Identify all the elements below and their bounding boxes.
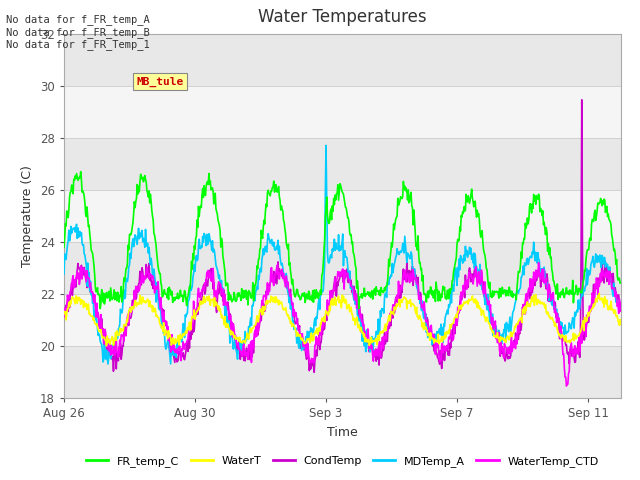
Bar <box>64 138 621 190</box>
Text: MB_tule: MB_tule <box>136 77 184 87</box>
X-axis label: Time: Time <box>327 426 358 439</box>
Bar <box>64 190 621 242</box>
Text: No data for f_FR_temp_A
No data for f_FR_temp_B
No data for f_FR_Temp_1: No data for f_FR_temp_A No data for f_FR… <box>6 14 150 50</box>
Bar <box>64 86 621 138</box>
Bar <box>64 346 621 398</box>
Bar <box>64 34 621 86</box>
Bar <box>64 242 621 294</box>
Bar <box>64 294 621 346</box>
Y-axis label: Temperature (C): Temperature (C) <box>21 165 35 267</box>
Legend: FR_temp_C, WaterT, CondTemp, MDTemp_A, WaterTemp_CTD: FR_temp_C, WaterT, CondTemp, MDTemp_A, W… <box>82 451 603 471</box>
Title: Water Temperatures: Water Temperatures <box>258 9 427 26</box>
